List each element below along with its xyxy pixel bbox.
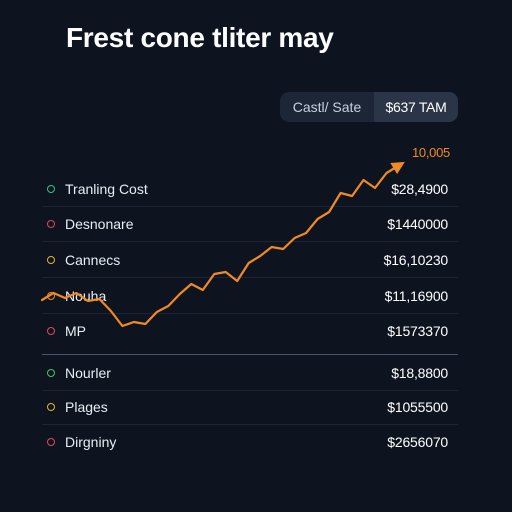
chart-title: Frest cone tliter may: [66, 22, 334, 53]
row-value: $1440000: [387, 216, 448, 232]
peak-label: 10,005: [412, 145, 450, 160]
toggle-value[interactable]: $637 TAM: [374, 92, 458, 122]
series-dot-icon: [47, 327, 55, 335]
table-row[interactable]: MP $1573370: [42, 314, 458, 348]
table-row[interactable]: Tranling Cost $28,4900: [42, 172, 458, 207]
trend-arrow-icon: [390, 161, 405, 175]
table-row[interactable]: Nourler $18,8800: [42, 356, 458, 391]
row-value: $28,4900: [391, 181, 448, 197]
row-label: Dirgniny: [65, 434, 117, 450]
toggle-label[interactable]: Castl/ Sate: [292, 99, 362, 115]
row-label: Tranling Cost: [65, 181, 148, 197]
row-label: MP: [65, 323, 86, 339]
series-dot-icon: [47, 438, 55, 446]
row-label: Cannecs: [65, 252, 121, 268]
table-row[interactable]: Cannecs $16,10230: [42, 243, 458, 278]
metric-toggle[interactable]: Castl/ Sate $637 TAM: [280, 92, 458, 122]
table-row[interactable]: Dirgniny $2656070: [42, 425, 458, 459]
row-value: $16,10230: [383, 252, 449, 268]
table-divider: [42, 354, 458, 355]
plot-area: [40, 161, 405, 328]
series-dot-icon: [47, 403, 55, 411]
row-value: $1573370: [387, 323, 448, 339]
series-dot-icon: [47, 220, 55, 228]
row-value: $18,8800: [391, 365, 448, 381]
row-label: Nourler: [65, 365, 111, 381]
series-dot-icon: [47, 185, 55, 193]
row-value: $2656070: [387, 434, 448, 450]
series-line: [40, 164, 400, 328]
table-row[interactable]: Plages $1055500: [42, 390, 458, 425]
row-label: Plages: [65, 399, 108, 415]
row-value: $1055500: [387, 399, 448, 415]
series-dot-icon: [47, 369, 55, 377]
table-row[interactable]: Desnonare $1440000: [42, 207, 458, 242]
row-value: $11,16900: [384, 288, 449, 304]
series-dot-icon: [47, 256, 55, 264]
row-label: Desnonare: [65, 216, 134, 232]
